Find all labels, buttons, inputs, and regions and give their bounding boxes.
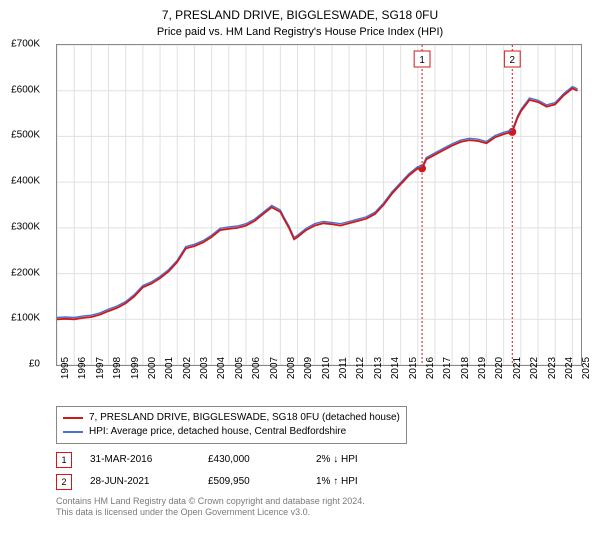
y-tick-label: £100K <box>11 313 40 324</box>
legend-label: HPI: Average price, detached house, Cent… <box>89 425 346 439</box>
x-tick-label: 2006 <box>251 356 262 378</box>
x-tick-label: 2007 <box>269 356 280 378</box>
y-tick-label: £200K <box>11 267 40 278</box>
x-tick-label: 2000 <box>147 356 158 378</box>
x-tick-label: 2021 <box>512 356 523 378</box>
x-tick-label: 1996 <box>77 356 88 378</box>
x-tick-label: 2003 <box>199 356 210 378</box>
event-row: 2 28-JUN-2021 £509,950 1% ↑ HPI <box>56 474 588 490</box>
y-tick-label: £400K <box>11 176 40 187</box>
x-tick-label: 2017 <box>442 356 453 378</box>
x-tick-label: 2025 <box>581 356 592 378</box>
legend: 7, PRESLAND DRIVE, BIGGLESWADE, SG18 0FU… <box>56 406 407 444</box>
svg-text:1: 1 <box>419 55 425 66</box>
x-tick-label: 2020 <box>494 356 505 378</box>
x-tick-label: 2019 <box>477 356 488 378</box>
footer-line-2: This data is licensed under the Open Gov… <box>56 507 588 519</box>
x-tick-label: 2016 <box>425 356 436 378</box>
event-row: 1 31-MAR-2016 £430,000 2% ↓ HPI <box>56 452 588 468</box>
x-tick-label: 2001 <box>164 356 175 378</box>
x-tick-label: 1995 <box>60 356 71 378</box>
event-delta: 1% ↑ HPI <box>316 476 358 487</box>
x-tick-label: 2005 <box>234 356 245 378</box>
event-delta: 2% ↓ HPI <box>316 454 358 465</box>
event-table: 1 31-MAR-2016 £430,000 2% ↓ HPI 2 28-JUN-2021… <box>56 452 588 490</box>
x-tick-label: 2018 <box>460 356 471 378</box>
x-tick-label: 2002 <box>182 356 193 378</box>
x-tick-label: 2013 <box>373 356 384 378</box>
legend-item: HPI: Average price, detached house, Cent… <box>63 425 400 439</box>
legend-swatch <box>63 431 83 433</box>
x-axis-labels: 1995199619971998199920002001200220032004… <box>56 366 582 400</box>
event-date: 28-JUN-2021 <box>90 476 190 487</box>
y-axis-labels: £0£100K£200K£300K£400K£500K£600K£700K <box>0 44 42 364</box>
chart-container: 7, PRESLAND DRIVE, BIGGLESWADE, SG18 0FU… <box>0 0 600 560</box>
chart-svg: 12 <box>57 45 581 365</box>
x-tick-label: 2023 <box>547 356 558 378</box>
svg-text:2: 2 <box>510 55 516 66</box>
x-tick-label: 2008 <box>286 356 297 378</box>
x-tick-label: 2011 <box>338 357 349 379</box>
y-tick-label: £700K <box>11 39 40 50</box>
legend-label: 7, PRESLAND DRIVE, BIGGLESWADE, SG18 0FU… <box>89 411 400 425</box>
event-badge: 2 <box>56 474 72 490</box>
x-tick-label: 2012 <box>355 356 366 378</box>
event-price: £430,000 <box>208 454 298 465</box>
x-tick-label: 2010 <box>321 356 332 378</box>
x-tick-label: 2009 <box>303 356 314 378</box>
legend-swatch <box>63 417 83 419</box>
plot-area: 12 <box>56 44 582 366</box>
x-tick-label: 2015 <box>408 356 419 378</box>
y-tick-label: £600K <box>11 84 40 95</box>
footer-line-1: Contains HM Land Registry data © Crown c… <box>56 496 588 508</box>
x-tick-label: 2024 <box>564 356 575 378</box>
y-tick-label: £300K <box>11 221 40 232</box>
x-tick-label: 2022 <box>529 356 540 378</box>
y-tick-label: £0 <box>29 359 40 370</box>
x-tick-label: 1997 <box>95 356 106 378</box>
event-date: 31-MAR-2016 <box>90 454 190 465</box>
x-tick-label: 1999 <box>130 356 141 378</box>
footer-text: Contains HM Land Registry data © Crown c… <box>56 496 588 519</box>
chart-title: 7, PRESLAND DRIVE, BIGGLESWADE, SG18 0FU <box>12 8 588 24</box>
legend-item: 7, PRESLAND DRIVE, BIGGLESWADE, SG18 0FU… <box>63 411 400 425</box>
x-tick-label: 2014 <box>390 356 401 378</box>
x-tick-label: 1998 <box>112 356 123 378</box>
chart-subtitle: Price paid vs. HM Land Registry's House … <box>12 26 588 38</box>
y-tick-label: £500K <box>11 130 40 141</box>
event-badge: 1 <box>56 452 72 468</box>
x-tick-label: 2004 <box>216 356 227 378</box>
event-price: £509,950 <box>208 476 298 487</box>
